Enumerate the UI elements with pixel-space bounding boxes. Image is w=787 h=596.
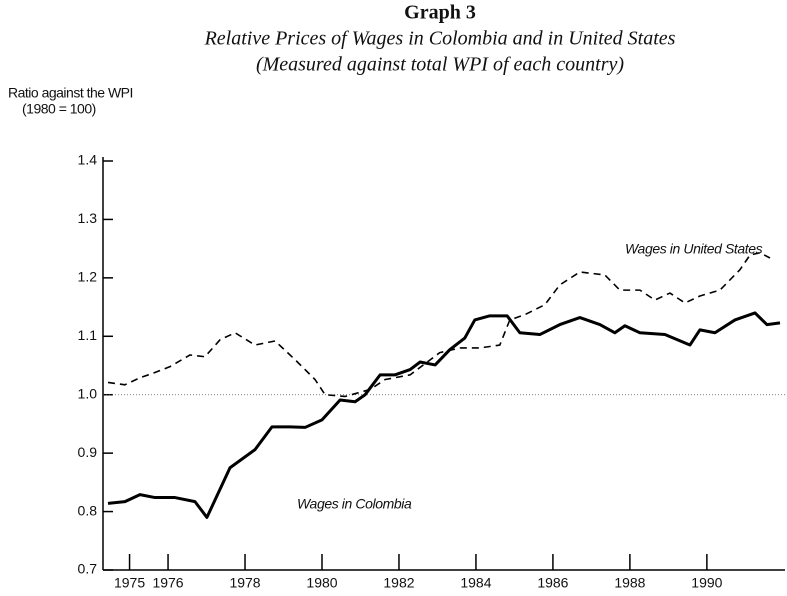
x-tick-label: 1976 <box>152 575 183 591</box>
x-tick-label: 1988 <box>614 575 645 591</box>
chart-subtitle: (Measured against total WPI of each coun… <box>256 54 624 76</box>
y-tick-label: 0.8 <box>78 502 98 518</box>
y-tick-label: 1.2 <box>78 269 98 285</box>
chart-subtitle: Relative Prices of Wages in Colombia and… <box>204 28 676 50</box>
x-tick-label: 1975 <box>114 575 145 591</box>
y-tick-label: 1.3 <box>78 210 98 226</box>
y-axis-label: (1980 = 100) <box>22 101 96 117</box>
x-tick-label: 1990 <box>691 575 722 591</box>
x-tick-label: 1978 <box>229 575 260 591</box>
x-tick-label: 1980 <box>306 575 337 591</box>
y-tick-label: 0.9 <box>78 444 98 460</box>
x-tick-label: 1984 <box>460 575 491 591</box>
y-tick-label: 1.1 <box>78 327 98 343</box>
x-tick-label: 1982 <box>383 575 414 591</box>
chart-title: Graph 3 <box>404 2 476 24</box>
y-tick-label: 1.4 <box>78 152 98 168</box>
series-line <box>107 311 781 519</box>
series-label: Wages in Colombia <box>297 496 412 512</box>
y-axis-label: Ratio against the WPI <box>8 85 133 101</box>
series-label: Wages in United States <box>625 241 763 257</box>
x-tick-label: 1986 <box>537 575 568 591</box>
y-tick-label: 1.0 <box>78 385 98 401</box>
y-tick-label: 0.7 <box>78 561 98 577</box>
series-line <box>107 251 771 398</box>
